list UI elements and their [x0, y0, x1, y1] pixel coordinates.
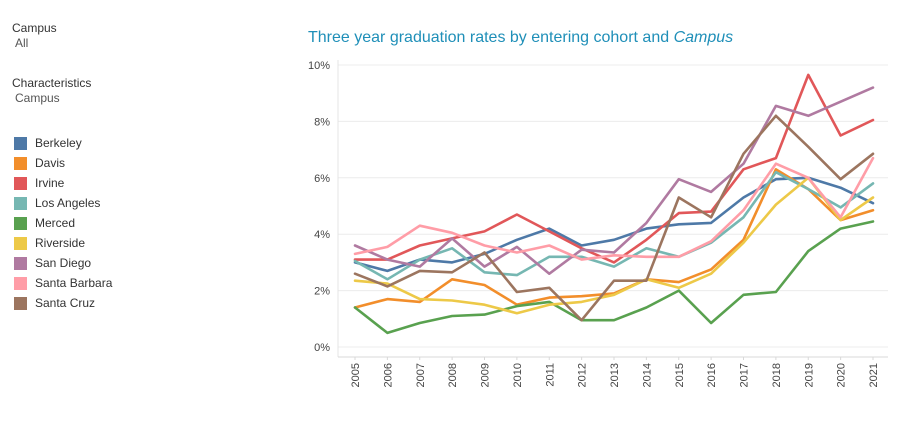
- y-tick-label: 0%: [314, 342, 330, 354]
- legend-swatch: [14, 176, 27, 190]
- legend-item-santa-barbara[interactable]: Santa Barbara: [12, 273, 252, 293]
- x-tick-label: 2005: [350, 363, 362, 387]
- legend-swatch: [14, 136, 27, 150]
- series-line-riverside[interactable]: [353, 176, 875, 315]
- legend-item-berkeley[interactable]: Berkeley: [12, 133, 252, 153]
- legend-swatch: [14, 196, 27, 210]
- campus-filter-title: Campus: [12, 21, 57, 35]
- legend-swatch: [14, 216, 27, 230]
- x-tick-label: 2006: [382, 363, 394, 387]
- grid-lines: [337, 60, 888, 358]
- x-tick-label: 2017: [739, 363, 751, 387]
- x-tick-label: 2007: [415, 363, 427, 387]
- legend-label: Santa Cruz: [35, 296, 96, 310]
- legend-item-merced[interactable]: Merced: [12, 213, 252, 233]
- x-tick-label: 2019: [803, 363, 815, 387]
- y-axis: 0% 2% 4% 6% 8% 10%: [308, 60, 330, 354]
- legend-swatch: [14, 296, 27, 310]
- x-tick-label: 2015: [674, 363, 686, 387]
- x-tick-label: 2014: [641, 363, 653, 387]
- series-line-santa-cruz[interactable]: [353, 114, 875, 322]
- legend-label: Riverside: [35, 236, 86, 250]
- x-tick-label: 2010: [512, 363, 524, 387]
- legend-label: Berkeley: [35, 136, 82, 150]
- legend-swatch: [14, 236, 27, 250]
- y-tick-label: 6%: [314, 173, 330, 185]
- characteristics-filter-title: Characteristics: [12, 76, 92, 90]
- chart-title-text: Three year graduation rates by entering …: [308, 29, 674, 46]
- legend-item-irvine[interactable]: Irvine: [12, 173, 252, 193]
- x-tick-label: 2012: [577, 363, 589, 387]
- series-line-irvine[interactable]: [353, 73, 875, 264]
- legend-label: Los Angeles: [35, 196, 101, 210]
- sidebar-filters: Campus All Characteristics Campus Berkel…: [12, 21, 252, 313]
- x-tick-label: 2018: [771, 363, 783, 387]
- x-axis: 2005 2006 2007 2008 2009 2010 2011 2012 2013 2014…: [350, 357, 880, 387]
- y-tick-label: 4%: [314, 229, 330, 241]
- legend-item-santa-cruz[interactable]: Santa Cruz: [12, 293, 252, 313]
- series-line-merced[interactable]: [353, 220, 875, 335]
- campus-filter-value[interactable]: All: [15, 36, 29, 50]
- legend-label: San Diego: [35, 256, 92, 270]
- x-tick-label: 2011: [544, 363, 556, 387]
- legend-label: Davis: [35, 156, 66, 170]
- series-line-los-angeles[interactable]: [353, 170, 875, 281]
- legend-item-davis[interactable]: Davis: [12, 153, 252, 173]
- series-line-san-diego[interactable]: [353, 86, 875, 276]
- chart-title-italic: Campus: [674, 29, 734, 46]
- y-tick-label: 2%: [314, 286, 330, 298]
- legend-item-los-angeles[interactable]: Los Angeles: [12, 193, 252, 213]
- legend-swatch: [14, 276, 27, 290]
- legend-label: Irvine: [35, 176, 65, 190]
- x-tick-label: 2009: [480, 363, 492, 387]
- legend-label: Merced: [35, 216, 76, 230]
- y-tick-label: 10%: [308, 60, 330, 72]
- x-tick-label: 2013: [609, 363, 621, 387]
- legend-item-san-diego[interactable]: San Diego: [12, 253, 252, 273]
- legend-swatch: [14, 256, 27, 270]
- chart-legend: Berkeley Davis Irvine Los Angeles Merced Rive…: [12, 133, 252, 313]
- x-tick-label: 2021: [868, 363, 880, 387]
- legend-swatch: [14, 156, 27, 170]
- series-line-santa-barbara[interactable]: [353, 156, 875, 261]
- y-tick-label: 8%: [314, 116, 330, 128]
- legend-item-riverside[interactable]: Riverside: [12, 233, 252, 253]
- x-tick-label: 2016: [706, 363, 718, 387]
- legend-label: Santa Barbara: [35, 276, 113, 290]
- series-lines: [353, 73, 875, 335]
- campus-filter[interactable]: Campus All: [12, 21, 252, 51]
- characteristics-filter-value[interactable]: Campus: [15, 91, 60, 105]
- characteristics-filter[interactable]: Characteristics Campus: [12, 76, 252, 106]
- x-tick-label: 2008: [447, 363, 459, 387]
- x-tick-label: 2020: [836, 363, 848, 387]
- chart-title: Three year graduation rates by entering …: [308, 29, 733, 46]
